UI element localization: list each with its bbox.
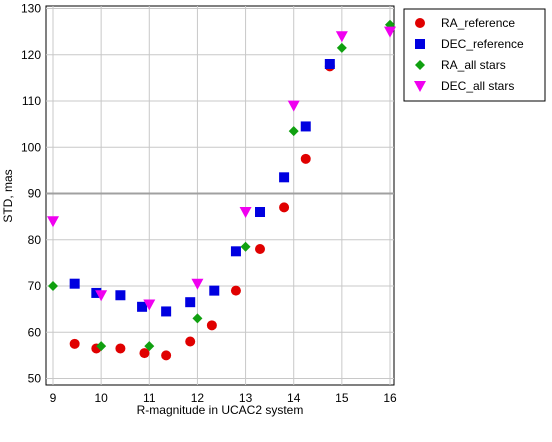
data-point (336, 42, 347, 53)
x-tick-labels: 9 10 11 12 13 14 15 16 (50, 391, 397, 405)
y-tick-label: 80 (28, 233, 42, 247)
legend-marker (415, 39, 425, 49)
y-tick-labels: 50 60 70 80 90 100 110 120 130 (21, 2, 41, 386)
data-point (335, 31, 348, 43)
legend-label: RA_all stars (441, 58, 506, 72)
plot-area (45, 5, 395, 386)
y-tick-label: 50 (28, 372, 42, 386)
data-point (144, 341, 155, 352)
x-tick-label: 15 (335, 391, 349, 405)
data-point (115, 290, 126, 301)
data-point (47, 216, 59, 228)
grid-lines (46, 6, 394, 385)
x-tick-label: 12 (191, 391, 205, 405)
data-point (95, 290, 108, 302)
x-tick-label: 9 (50, 391, 57, 405)
legend: RA_reference DEC_reference RA_all stars DEC… (403, 8, 546, 102)
data-point (300, 153, 311, 164)
x-tick-label: 14 (287, 391, 301, 405)
y-tick-label: 120 (21, 48, 41, 62)
data-point (48, 281, 58, 291)
y-axis-label: STD, mas (1, 169, 15, 222)
series-ra-reference (69, 61, 335, 361)
legend-marker (415, 60, 425, 70)
data-point (96, 341, 107, 352)
y-tick-label: 60 (28, 325, 42, 339)
data-point (69, 278, 80, 289)
data-point (143, 299, 156, 311)
data-point (279, 202, 290, 213)
data-point (230, 285, 241, 296)
legend-label: DEC_reference (441, 37, 524, 51)
y-tick-label: 130 (21, 2, 41, 16)
x-tick-label: 16 (383, 391, 397, 405)
series-dec-reference (69, 59, 335, 317)
data-point (161, 350, 172, 361)
y-tick-label: 100 (21, 140, 41, 154)
y-tick-label: 70 (28, 279, 42, 293)
data-point (192, 313, 203, 324)
data-point (209, 285, 220, 296)
data-point (185, 336, 196, 347)
data-point (137, 301, 148, 312)
data-point (279, 172, 290, 183)
series-dec-all-stars (47, 26, 396, 311)
x-axis-label: R-magnitude in UCAC2 system (137, 403, 304, 417)
data-point (191, 278, 204, 290)
legend-label: RA_reference (441, 16, 515, 30)
data-point (288, 126, 299, 137)
x-tick-label: 10 (94, 391, 108, 405)
data-point (91, 287, 102, 298)
data-point (185, 297, 196, 308)
x-tick-label: 13 (239, 391, 253, 405)
data-point (255, 207, 266, 217)
legend-label: DEC_all stars (441, 79, 514, 93)
y-tick-label: 110 (22, 94, 41, 108)
data-point (287, 100, 300, 112)
data-point (69, 338, 80, 349)
x-tick-label: 11 (143, 391, 156, 405)
data-point (161, 306, 172, 317)
legend-marker (414, 81, 426, 92)
y-tick-label: 90 (28, 187, 42, 201)
data-point (324, 59, 335, 69)
data-point (139, 348, 150, 359)
data-point (230, 246, 241, 257)
data-point (240, 241, 251, 252)
data-point (300, 121, 311, 132)
data-points (47, 19, 396, 361)
data-point (255, 244, 266, 254)
data-point (239, 207, 252, 218)
legend-box (403, 8, 546, 102)
data-point (206, 320, 217, 331)
data-point (384, 26, 396, 38)
legend-marker (415, 18, 425, 28)
data-point (115, 343, 126, 354)
